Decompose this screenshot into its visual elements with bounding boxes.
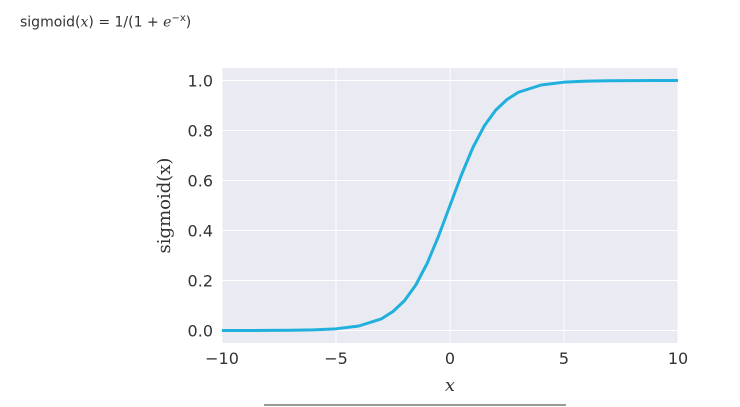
- y-tick-labels: 0.0 0.2 0.4 0.6 0.8 1.0: [188, 72, 213, 341]
- sigmoid-curve-line: [221, 79, 679, 332]
- formula-suffix: ): [185, 14, 192, 31]
- formula-caption: sigmoid(x) = 1/(1 + e−x): [20, 13, 191, 31]
- x-tick-label: −5: [324, 349, 348, 368]
- x-tick-labels: −10 −5 0 5 10: [205, 349, 688, 368]
- y-axis-label: sigmoid(x): [154, 158, 175, 254]
- y-tick-label: 0.0: [188, 322, 213, 341]
- x-axis-label: x: [445, 375, 455, 396]
- x-tick-label: −10: [205, 349, 239, 368]
- formula-exponent: −x: [171, 13, 186, 24]
- formula-mid: ) = 1/(1 +: [88, 14, 164, 31]
- y-tick-label: 0.6: [188, 172, 213, 191]
- y-tick-label: 0.8: [188, 122, 213, 141]
- formula-prefix: sigmoid(: [20, 14, 81, 31]
- y-tick-label: 1.0: [188, 72, 213, 91]
- formula-e: e: [163, 14, 172, 31]
- x-tick-label: 5: [559, 349, 569, 368]
- y-tick-label: 0.2: [188, 272, 213, 291]
- formula-x: x: [80, 14, 89, 31]
- x-tick-label: 10: [668, 349, 688, 368]
- y-tick-label: 0.4: [188, 222, 213, 241]
- x-tick-label: 0: [445, 349, 455, 368]
